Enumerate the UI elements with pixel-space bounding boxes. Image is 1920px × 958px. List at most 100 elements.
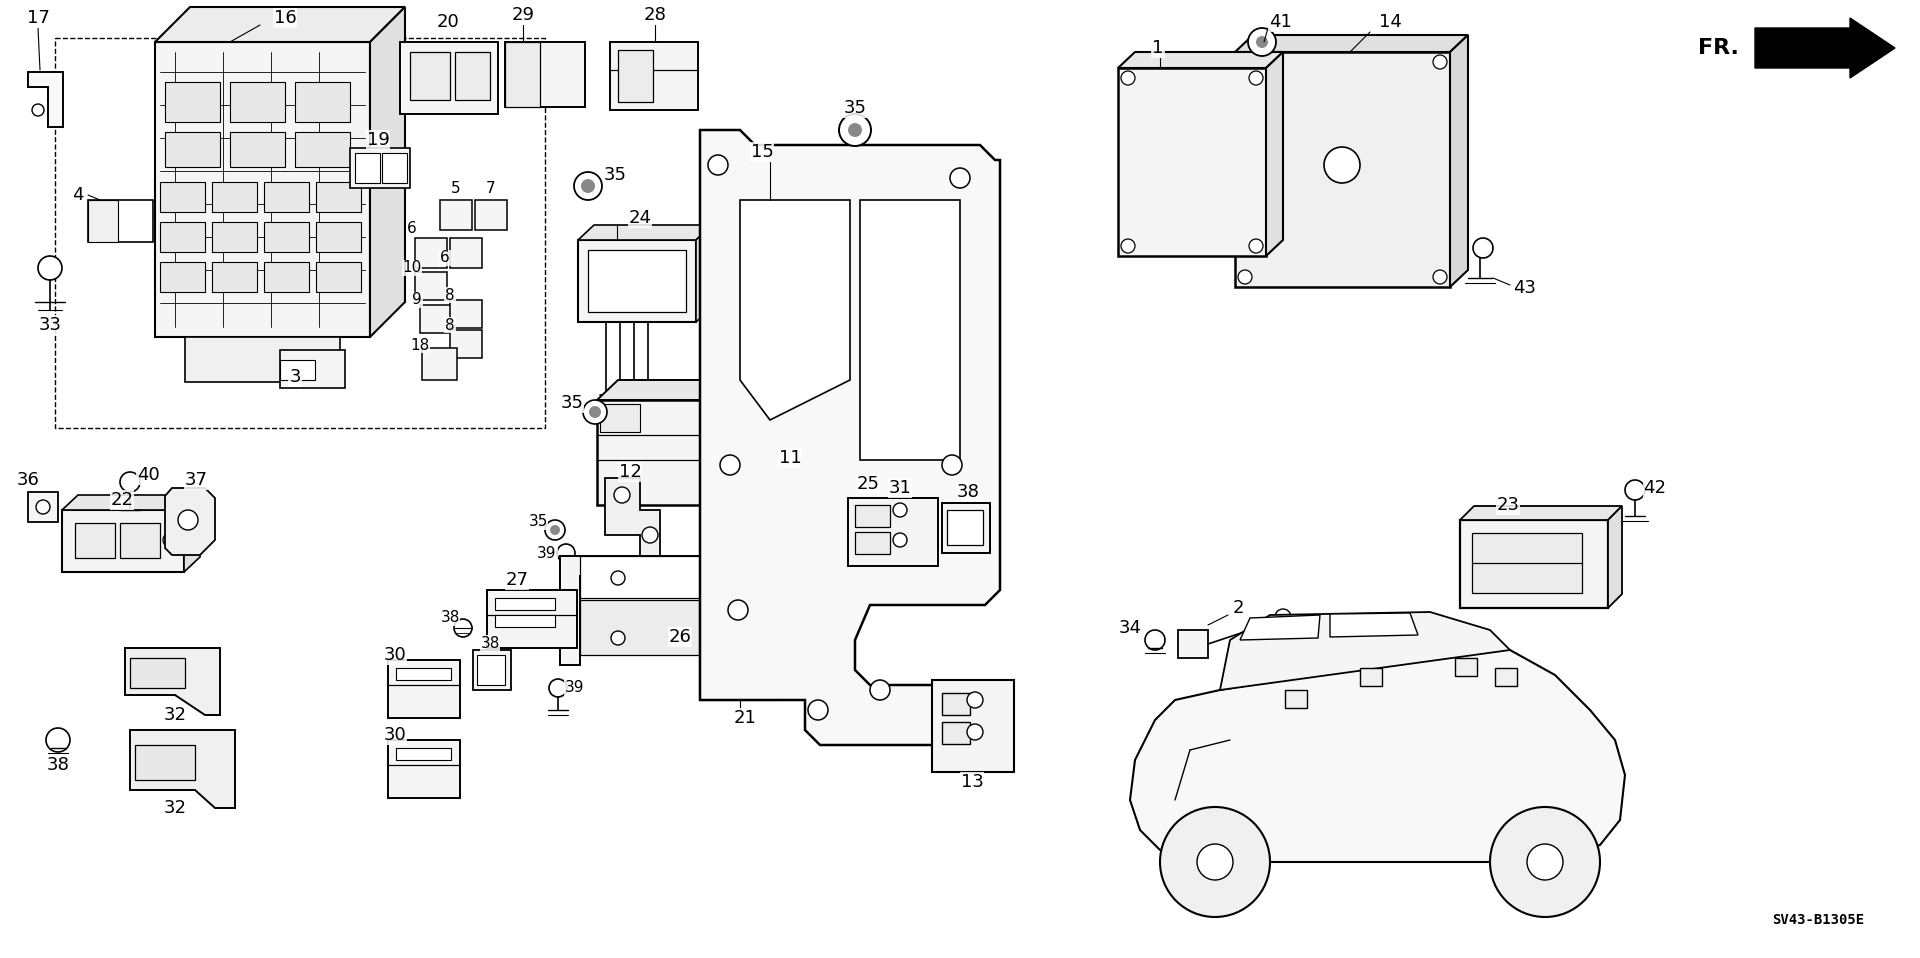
Text: 38: 38 [46, 756, 69, 774]
Polygon shape [1235, 35, 1469, 52]
Circle shape [968, 724, 983, 740]
Text: 11: 11 [780, 449, 801, 467]
Bar [296, 132, 349, 167]
Polygon shape [125, 648, 221, 715]
Bar [349, 148, 411, 188]
Bar [1359, 668, 1382, 686]
Bar [265, 182, 309, 212]
Text: 28: 28 [643, 6, 666, 24]
Circle shape [611, 631, 626, 645]
Bar [317, 222, 361, 252]
Bar [165, 132, 221, 167]
Circle shape [710, 571, 726, 585]
Bar [159, 222, 205, 252]
Circle shape [1258, 37, 1267, 47]
Polygon shape [701, 130, 1004, 745]
Circle shape [708, 155, 728, 175]
Circle shape [1325, 147, 1359, 183]
Text: 9: 9 [413, 292, 422, 308]
Bar [488, 590, 578, 648]
Polygon shape [597, 380, 789, 400]
Polygon shape [1117, 52, 1283, 68]
Text: 38: 38 [480, 635, 499, 650]
Bar [893, 498, 939, 548]
Circle shape [163, 533, 177, 547]
Text: 17: 17 [27, 9, 50, 27]
Bar [265, 222, 309, 252]
Text: 38: 38 [440, 610, 459, 626]
Bar [440, 200, 472, 230]
Text: 19: 19 [367, 131, 390, 149]
Bar [280, 350, 346, 388]
Text: 1: 1 [1152, 39, 1164, 57]
Circle shape [453, 619, 472, 637]
Circle shape [557, 544, 574, 562]
Polygon shape [165, 488, 215, 555]
Circle shape [611, 571, 626, 585]
Bar [396, 668, 451, 680]
Circle shape [1144, 630, 1165, 650]
Polygon shape [695, 225, 712, 322]
Bar [455, 52, 490, 100]
Text: 39: 39 [538, 545, 557, 560]
Bar [399, 42, 497, 114]
Text: 26: 26 [668, 628, 691, 646]
Bar [943, 503, 991, 553]
Text: 30: 30 [384, 646, 407, 664]
Polygon shape [61, 495, 200, 510]
Bar [474, 200, 507, 230]
Bar [119, 523, 159, 558]
Text: 4: 4 [73, 186, 84, 204]
Bar [611, 42, 699, 110]
Text: 34: 34 [1119, 619, 1142, 637]
Bar [854, 532, 891, 554]
Text: 29: 29 [511, 6, 534, 24]
Bar [943, 693, 970, 715]
Circle shape [950, 168, 970, 188]
Bar [588, 250, 685, 312]
Bar [943, 722, 970, 744]
Text: 30: 30 [384, 726, 407, 744]
Bar [388, 740, 461, 798]
Circle shape [1432, 55, 1448, 69]
Polygon shape [1450, 35, 1469, 287]
Circle shape [33, 104, 44, 116]
Circle shape [545, 520, 564, 540]
Circle shape [36, 500, 50, 514]
Bar [1117, 68, 1265, 256]
Bar [578, 240, 695, 322]
Bar [88, 200, 154, 242]
Circle shape [839, 114, 872, 146]
Bar [897, 503, 931, 541]
Bar [597, 400, 770, 505]
Bar [211, 262, 257, 292]
Circle shape [179, 510, 198, 530]
Bar [411, 52, 449, 100]
Circle shape [614, 487, 630, 503]
Circle shape [1121, 71, 1135, 85]
Circle shape [870, 680, 891, 700]
Text: 7: 7 [486, 180, 495, 195]
Bar [382, 153, 407, 183]
Bar [415, 238, 447, 268]
Bar [265, 262, 309, 292]
Polygon shape [860, 200, 960, 460]
Bar [131, 658, 184, 688]
Bar [449, 330, 482, 358]
Circle shape [46, 728, 69, 752]
Circle shape [710, 631, 726, 645]
Circle shape [1490, 807, 1599, 917]
Text: 35: 35 [528, 514, 547, 530]
Text: 6: 6 [440, 250, 449, 265]
Text: 6: 6 [407, 220, 417, 236]
Text: 24: 24 [628, 209, 651, 227]
Polygon shape [780, 583, 795, 700]
Circle shape [808, 700, 828, 720]
Polygon shape [1609, 506, 1622, 608]
Bar [449, 300, 482, 328]
Bar [854, 505, 891, 527]
Bar [317, 262, 361, 292]
Bar [472, 650, 511, 690]
Polygon shape [184, 495, 200, 572]
Bar [599, 404, 639, 432]
